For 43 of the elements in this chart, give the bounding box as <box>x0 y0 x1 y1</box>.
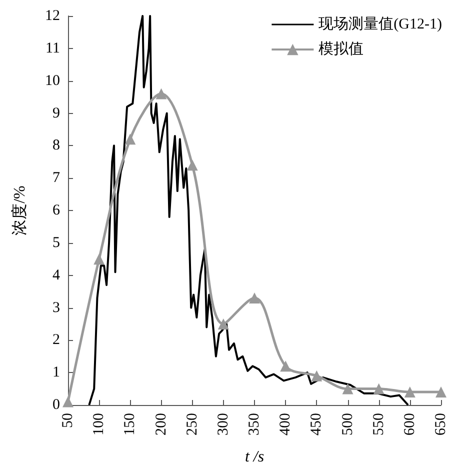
y-tick-label: 3 <box>52 300 60 316</box>
point <box>124 134 136 145</box>
point <box>404 386 416 398</box>
y-tick-label: 9 <box>52 105 60 122</box>
point <box>436 386 446 398</box>
legend-label: 现场测量值(G12-1) <box>318 16 442 32</box>
y-tick-label: 7 <box>52 170 60 186</box>
x-tick-label: 550 <box>370 413 387 436</box>
x-tick-label: 200 <box>153 413 170 436</box>
y-axis-title: 浓度/% <box>10 186 28 236</box>
x-tick-label: 50 <box>60 413 76 428</box>
x-tick-label: 450 <box>308 413 325 436</box>
y-tick-label: 0 <box>52 397 60 413</box>
point <box>280 360 292 372</box>
point <box>342 383 354 394</box>
point <box>311 370 322 382</box>
x-tick-label: 100 <box>91 413 108 436</box>
x-axis-title: t /s <box>244 448 264 466</box>
x-tick-label: 250 <box>184 413 200 436</box>
y-tick-label: 12 <box>45 8 60 24</box>
point <box>62 396 74 408</box>
y-tick-label: 8 <box>52 138 60 154</box>
x-tick-label: 150 <box>122 413 138 436</box>
y-tick-label: 10 <box>45 72 60 89</box>
y-tick-label: 1 <box>52 364 60 381</box>
x-tick-label: 300 <box>215 413 232 436</box>
y-tick-label: 5 <box>52 234 60 251</box>
point <box>218 318 229 330</box>
x-tick-label: 500 <box>340 413 356 436</box>
point <box>156 88 167 100</box>
y-tick-label: 4 <box>52 267 60 284</box>
y-tick-label: 11 <box>46 40 60 56</box>
y-tick-label: 2 <box>52 332 60 348</box>
point <box>186 160 198 171</box>
x-tick-label: 350 <box>246 413 262 436</box>
legend-label: 模拟值 <box>318 40 364 58</box>
x-tick-label: 400 <box>278 413 294 436</box>
point <box>94 254 105 265</box>
y-tick-label: 6 <box>52 202 60 218</box>
point <box>249 292 260 304</box>
point <box>373 383 384 394</box>
x-tick-label: 600 <box>402 413 418 436</box>
x-tick-label: 650 <box>433 413 449 436</box>
